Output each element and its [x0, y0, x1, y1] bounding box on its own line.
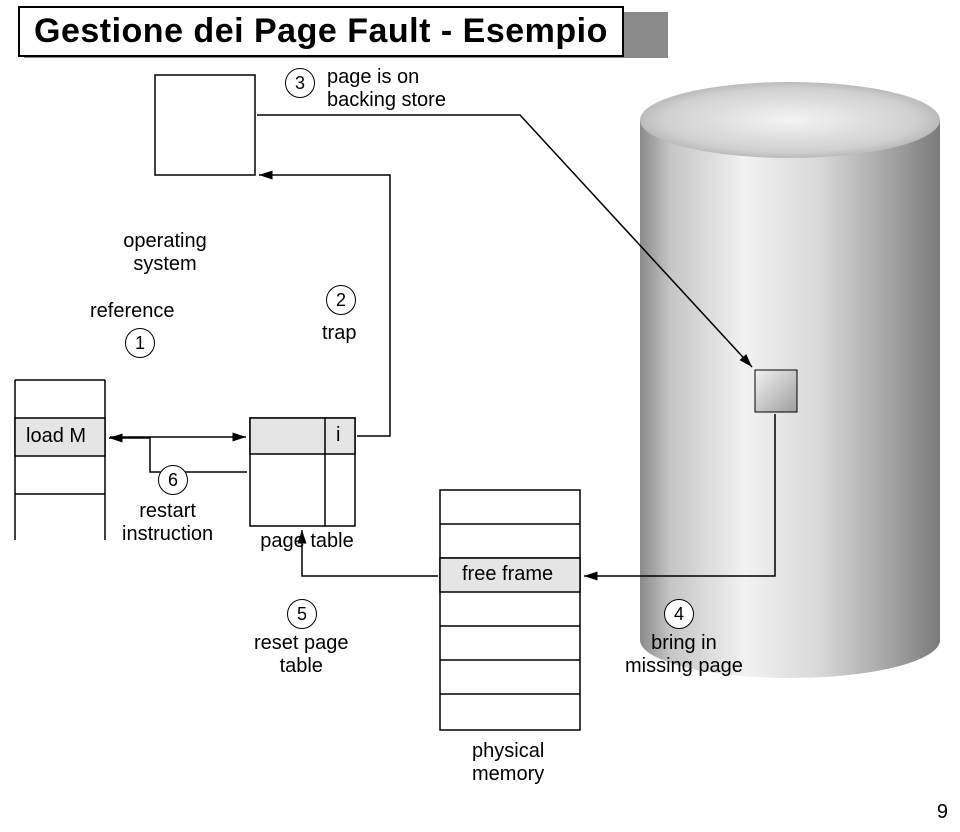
step-5-circle: 5 — [287, 599, 317, 629]
diagram-svg — [0, 0, 960, 832]
free-frame-label: free frame — [462, 563, 553, 586]
operating-system-label: operating system — [105, 230, 225, 276]
invalid-bit: i — [336, 424, 340, 447]
step-4-label: bring in missing page — [625, 632, 743, 678]
step-5-num: 5 — [297, 605, 307, 623]
step-4-num: 4 — [674, 605, 684, 623]
step-3-circle: 3 — [285, 68, 315, 98]
step-6-label: restart instruction — [122, 500, 213, 546]
step-4-circle: 4 — [664, 599, 694, 629]
step-3-label: page is on backing store — [327, 66, 446, 112]
os-box — [155, 75, 255, 175]
step-1-label: reference — [90, 300, 175, 323]
physical-memory-table — [440, 490, 580, 730]
page-number: 9 — [937, 801, 948, 824]
load-m-label: load M — [26, 425, 86, 448]
step-6-num: 6 — [168, 471, 178, 489]
step-3-num: 3 — [295, 74, 305, 92]
step-2-circle: 2 — [326, 285, 356, 315]
disk-page-box — [755, 370, 797, 412]
page-table-label: page table — [257, 530, 357, 553]
physical-memory-label: physical memory — [472, 740, 544, 786]
logical-memory-table — [15, 380, 105, 540]
arrow-trap — [259, 175, 390, 436]
step-1-circle: 1 — [125, 328, 155, 358]
step-2-num: 2 — [336, 291, 346, 309]
step-5-label: reset page table — [254, 632, 349, 678]
step-1-num: 1 — [135, 334, 145, 352]
step-2-label: trap — [322, 322, 356, 345]
step-6-circle: 6 — [158, 465, 188, 495]
